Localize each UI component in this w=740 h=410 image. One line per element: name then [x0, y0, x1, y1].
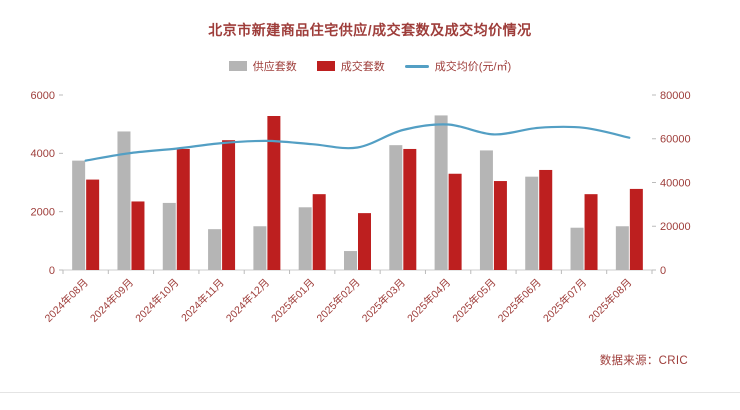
legend-item-3: 成交均价(元/㎡)	[404, 58, 512, 74]
supply-bar	[298, 207, 312, 270]
deal-bar	[358, 213, 371, 270]
supply-bar	[208, 229, 222, 270]
x-axis-category-label: 2024年11月	[178, 276, 226, 324]
x-axis-category-label: 2025年02月	[314, 276, 363, 325]
deal-bar	[222, 140, 236, 270]
legend-label: 成交均价(元/㎡)	[434, 61, 512, 73]
supply-bar	[72, 160, 86, 270]
supply-bar	[344, 251, 357, 270]
x-axis-category-label: 2024年08月	[42, 276, 91, 325]
x-axis-category-label: 2025年05月	[450, 276, 499, 325]
right-axis-tick-label: 40000	[660, 177, 691, 189]
deal-bar	[176, 148, 190, 270]
x-axis-category-label: 2025年03月	[359, 276, 408, 325]
supply-bar	[479, 150, 493, 270]
supply-bar	[434, 115, 448, 270]
supply-bar	[615, 226, 629, 270]
x-axis-category-label: 2025年07月	[540, 276, 589, 325]
supply-bar	[162, 202, 176, 270]
deal-bar	[629, 188, 643, 270]
price-line	[84, 123, 631, 162]
chart-legend: 供应套数 成交套数 成交均价(元/㎡)	[0, 58, 740, 74]
x-axis-category-label: 2025年08月	[586, 276, 635, 325]
legend-label: 成交套数	[340, 61, 385, 73]
legend-bar-swatch	[316, 61, 335, 71]
legend-line-swatch	[404, 64, 429, 68]
bottom-divider	[0, 392, 740, 393]
chart-title: 北京市新建商品住宅供应/成交套数及成交均价情况	[208, 22, 532, 38]
chart-plot-area: 02000400060000200004000060000800002024年0…	[31, 90, 691, 325]
left-axis-tick-label: 6000	[31, 90, 55, 102]
legend-bar-swatch	[228, 61, 247, 71]
right-axis-tick-label: 0	[660, 265, 666, 277]
data-source-label: 数据来源：CRIC	[599, 355, 688, 367]
deal-bar	[131, 201, 145, 270]
supply-bar	[389, 145, 403, 270]
x-axis-category-label: 2025年01月	[268, 276, 317, 325]
left-axis-tick-label: 4000	[31, 148, 55, 160]
x-axis-category-label: 2024年12月	[223, 276, 272, 325]
deal-bar	[584, 194, 598, 270]
supply-bar	[525, 176, 539, 270]
deal-bar	[86, 179, 100, 270]
left-axis-tick-label: 2000	[31, 207, 55, 219]
right-axis-tick-label: 60000	[660, 134, 691, 146]
deal-bar	[448, 173, 462, 270]
supply-bar	[117, 131, 131, 270]
x-axis-category-label: 2025年06月	[495, 276, 544, 325]
x-axis-category-label: 2024年10月	[133, 276, 182, 325]
deal-bar	[267, 116, 281, 270]
deal-bar	[493, 181, 507, 270]
supply-bar	[253, 226, 267, 270]
deal-bar	[403, 148, 417, 270]
legend-label: 供应套数	[252, 61, 297, 73]
deal-bar	[539, 169, 553, 270]
legend-item-2: 成交套数	[316, 58, 385, 74]
x-axis-category-label: 2025年04月	[404, 276, 453, 325]
right-axis-tick-label: 20000	[660, 221, 691, 233]
legend-item-1: 供应套数	[228, 58, 297, 74]
x-axis-category-label: 2024年09月	[87, 276, 136, 325]
left-axis-tick-label: 0	[49, 265, 55, 277]
right-axis-tick-label: 80000	[660, 90, 691, 102]
supply-bar	[570, 227, 584, 270]
deal-bar	[312, 194, 326, 270]
